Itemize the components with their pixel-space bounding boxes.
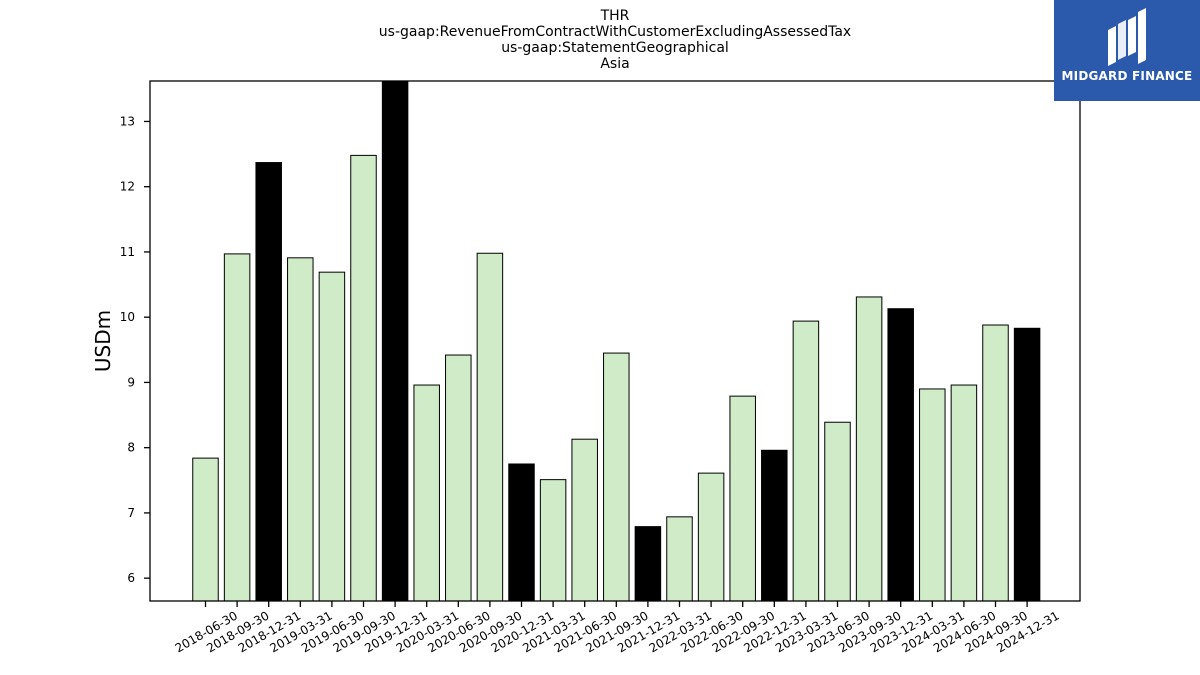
bar <box>318 271 346 602</box>
y-tick-label: 13 <box>120 114 135 128</box>
bar <box>982 324 1009 602</box>
y-tick-label: 7 <box>127 506 135 520</box>
bar <box>539 479 567 602</box>
bar <box>255 162 282 602</box>
bar <box>855 296 883 602</box>
logo-mark-icon <box>1108 8 1146 66</box>
bar <box>192 457 219 602</box>
x-axis: 2018-06-302018-09-302018-12-312019-03-31… <box>173 601 1062 655</box>
bar <box>603 352 630 602</box>
bar <box>729 395 756 602</box>
bar <box>824 421 851 602</box>
title-line: Asia <box>600 56 629 72</box>
brand-logo: MIDGARD FINANCE <box>1054 0 1200 101</box>
bar <box>508 463 535 602</box>
bar <box>476 252 504 602</box>
bars-group <box>192 80 1041 602</box>
bar <box>223 253 251 602</box>
bar <box>445 354 472 602</box>
bar <box>634 526 662 602</box>
plot-frame <box>149 80 1081 602</box>
bar <box>413 384 440 602</box>
y-tick-label: 12 <box>120 180 135 194</box>
bar <box>287 257 314 602</box>
brand-name: MIDGARD FINANCE <box>1061 69 1193 83</box>
y-tick-label: 6 <box>127 571 135 585</box>
bar <box>792 320 820 602</box>
chart-title: THRus-gaap:RevenueFromContractWithCustom… <box>379 8 851 72</box>
bar <box>919 388 946 602</box>
title-line: us-gaap:StatementGeographical <box>501 40 729 56</box>
title-line: THR <box>600 8 630 24</box>
bar <box>571 438 598 602</box>
y-axis-label: USDm <box>91 310 115 372</box>
bar <box>697 472 725 602</box>
bar <box>381 80 409 602</box>
y-tick-label: 9 <box>127 375 135 389</box>
bar <box>761 449 788 602</box>
bar <box>887 308 914 602</box>
y-axis: 6 7 8 9 10 11 12 13 <box>120 114 150 585</box>
y-tick-label: 11 <box>120 245 135 259</box>
bar <box>666 516 693 602</box>
y-tick-label: 10 <box>120 310 135 324</box>
y-tick-label: 8 <box>127 441 135 455</box>
bar <box>350 154 377 602</box>
bar <box>1013 327 1041 602</box>
bar <box>950 384 978 602</box>
title-line: us-gaap:RevenueFromContractWithCustomerE… <box>379 24 851 40</box>
